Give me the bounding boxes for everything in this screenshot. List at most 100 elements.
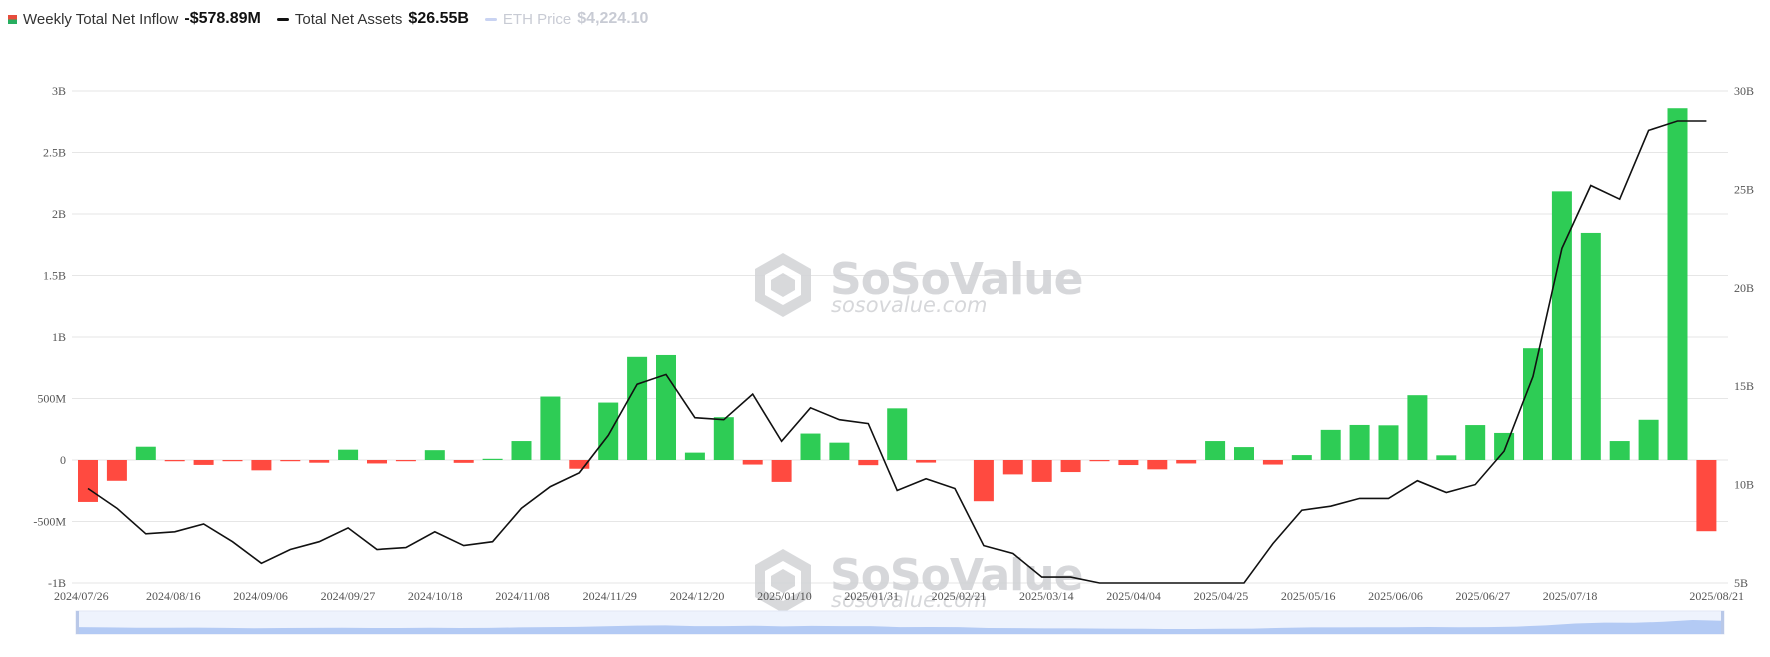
inflow-bar[interactable] xyxy=(1523,348,1543,460)
inflow-bar[interactable] xyxy=(742,460,763,465)
inflow-bar[interactable] xyxy=(1031,460,1052,482)
y-right-tick-label: 30B xyxy=(1734,84,1754,98)
navigator-right-handle[interactable] xyxy=(1721,611,1724,634)
left-axis-labels: 3B 2.5B 2B 1.5B 1B 500M 0 -500M -1B xyxy=(33,84,66,590)
inflow-bar[interactable] xyxy=(135,446,156,460)
y-left-tick-label: 1.5B xyxy=(43,269,66,283)
inflow-bar[interactable] xyxy=(1638,419,1659,460)
eth-label: ETH Price xyxy=(502,10,572,28)
inflow-bar[interactable] xyxy=(800,433,821,460)
assets-swatch xyxy=(276,17,289,21)
inflow-bar[interactable] xyxy=(1551,191,1572,461)
x-tick-label: 2025/04/25 xyxy=(1194,589,1249,603)
range-navigator[interactable] xyxy=(75,610,1725,635)
inflow-bar[interactable] xyxy=(1089,460,1110,462)
inflow-bar[interactable] xyxy=(887,408,908,460)
inflow-bar[interactable] xyxy=(1580,232,1601,460)
x-tick-label: 2024/09/27 xyxy=(321,589,376,603)
inflow-bar[interactable] xyxy=(164,460,185,462)
inflow-bar[interactable] xyxy=(251,460,272,471)
inflow-bar[interactable] xyxy=(1147,460,1168,470)
inflow-bar[interactable] xyxy=(1234,447,1254,460)
watermark-logo-icon-2 xyxy=(755,549,811,613)
inflow-bar[interactable] xyxy=(453,460,474,463)
eth-swatch xyxy=(484,17,497,21)
inflow-bar[interactable] xyxy=(78,460,98,502)
inflow-bar[interactable] xyxy=(1378,425,1399,460)
y-left-tick-label: 2.5B xyxy=(43,146,66,160)
inflow-bar[interactable] xyxy=(1002,460,1023,475)
legend-item-assets[interactable]: Total Net Assets $26.55B xyxy=(276,10,469,28)
inflow-bar[interactable] xyxy=(598,402,619,460)
inflow-bars xyxy=(78,108,1717,532)
right-axis-labels: 30B 25B 20B 15B 10B 5B xyxy=(1734,84,1754,590)
inflow-bar[interactable] xyxy=(1118,460,1139,466)
inflow-bar[interactable] xyxy=(1436,455,1457,460)
grid-lines xyxy=(72,90,1728,584)
y-left-tick-label: 3B xyxy=(52,84,66,98)
y-left-tick-label: 0 xyxy=(60,453,66,467)
inflow-bar[interactable] xyxy=(1609,441,1630,460)
inflow-bar[interactable] xyxy=(1320,429,1341,460)
x-tick-label: 2025/01/10 xyxy=(757,589,812,603)
inflow-bar[interactable] xyxy=(1465,425,1486,460)
x-tick-label: 2025/05/16 xyxy=(1281,589,1336,603)
x-tick-label: 2025/07/18 xyxy=(1543,589,1598,603)
inflow-bar[interactable] xyxy=(627,356,648,460)
navigator-left-handle[interactable] xyxy=(76,611,79,634)
x-tick-label: 2025/06/27 xyxy=(1455,589,1510,603)
x-tick-label: 2024/09/06 xyxy=(233,589,288,603)
inflow-bar[interactable] xyxy=(395,460,416,462)
inflow-bar[interactable] xyxy=(771,460,792,482)
inflow-bar[interactable] xyxy=(1667,108,1688,460)
x-tick-label: 2024/12/20 xyxy=(670,589,725,603)
watermark-logo-icon xyxy=(755,253,811,317)
inflow-bar[interactable] xyxy=(656,354,676,460)
inflow-bar[interactable] xyxy=(684,452,705,460)
inflow-bar[interactable] xyxy=(1349,424,1370,460)
legend-item-eth[interactable]: ETH Price $4,224.10 xyxy=(484,10,648,28)
inflow-bar[interactable] xyxy=(858,460,879,466)
legend-item-inflow[interactable]: Weekly Total Net Inflow -$578.89M xyxy=(8,10,261,28)
navigator-area xyxy=(78,620,1722,634)
inflow-bar[interactable] xyxy=(540,396,561,460)
y-left-tick-label: -500M xyxy=(33,515,66,529)
y-right-tick-label: 25B xyxy=(1734,182,1754,196)
inflow-bar[interactable] xyxy=(309,460,330,463)
inflow-bar[interactable] xyxy=(511,441,532,460)
x-tick-label: 2024/11/29 xyxy=(583,589,637,603)
x-tick-label: 2025/01/31 xyxy=(844,589,899,603)
assets-label: Total Net Assets xyxy=(294,10,403,28)
inflow-bar[interactable] xyxy=(424,450,445,460)
watermark-bottom: SoSoValue sosovalue.com xyxy=(755,549,1083,613)
inflow-bar[interactable] xyxy=(193,460,214,465)
inflow-bar[interactable] xyxy=(367,460,387,464)
watermark-subtitle: sosovalue.com xyxy=(831,293,987,317)
inflow-bar[interactable] xyxy=(1262,460,1283,465)
chart-legend: Weekly Total Net Inflow -$578.89M Total … xyxy=(8,10,656,28)
inflow-bar[interactable] xyxy=(280,460,301,462)
inflow-bar[interactable] xyxy=(973,460,994,502)
inflow-bar[interactable] xyxy=(1176,460,1197,464)
inflow-bar[interactable] xyxy=(713,417,734,460)
inflow-bar[interactable] xyxy=(829,442,850,460)
x-axis-labels: 2024/07/26 2024/08/16 2024/09/06 2024/09/27… xyxy=(54,589,1744,603)
watermark-title-2: SoSoValue xyxy=(830,550,1082,601)
inflow-bar[interactable] xyxy=(222,460,243,462)
watermark-subtitle-2: sosovalue.com xyxy=(831,588,987,612)
inflow-bar[interactable] xyxy=(569,460,590,469)
inflow-bar[interactable] xyxy=(338,449,359,460)
inflow-bar[interactable] xyxy=(106,460,127,481)
inflow-bar[interactable] xyxy=(1696,460,1717,532)
inflow-bar[interactable] xyxy=(1291,455,1312,460)
inflow-bar[interactable] xyxy=(1494,432,1515,460)
inflow-bar[interactable] xyxy=(916,460,937,463)
x-tick-label: 2025/02/21 xyxy=(932,589,987,603)
inflow-bar[interactable] xyxy=(1205,441,1226,460)
y-left-tick-label: 2B xyxy=(52,207,66,221)
inflow-bar[interactable] xyxy=(1407,395,1428,460)
x-tick-label: 2024/07/26 xyxy=(54,589,109,603)
inflow-bar[interactable] xyxy=(482,458,503,460)
inflow-bar[interactable] xyxy=(1060,460,1081,473)
